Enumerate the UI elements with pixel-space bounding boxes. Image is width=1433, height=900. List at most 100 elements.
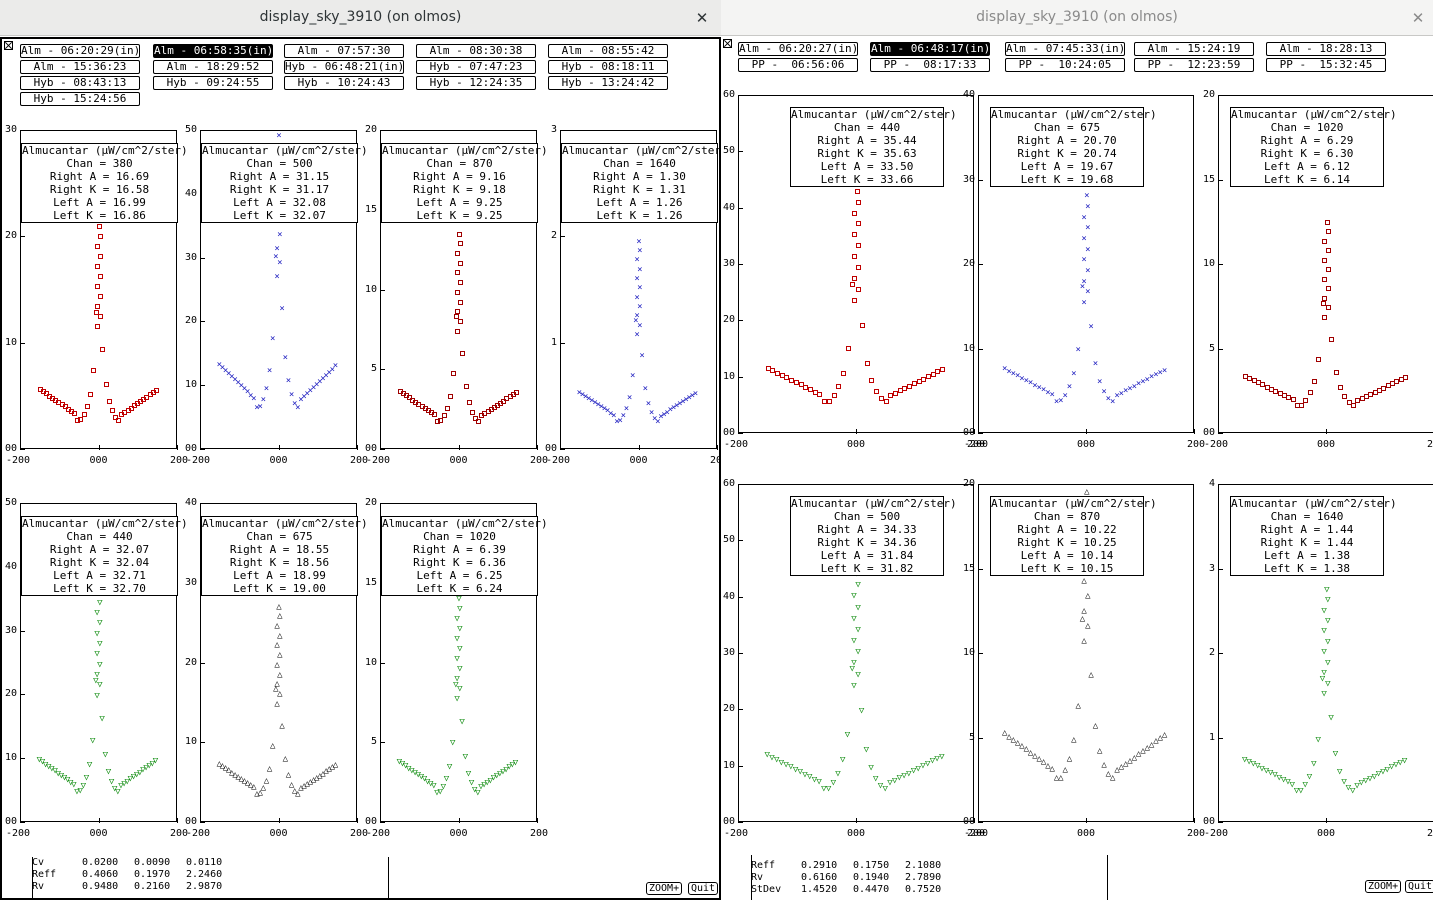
left-data-point: × — [604, 406, 611, 417]
right-data-point: × — [1071, 369, 1077, 380]
left-obs-button[interactable]: Hyb - 10:24:43 — [284, 76, 404, 90]
right-data-point — [1333, 369, 1339, 375]
right-obs-button[interactable]: PP - 08:17:33 — [870, 58, 990, 72]
left-obs-button[interactable]: Alm - 06:20:29(in) — [20, 44, 140, 58]
right-data-point: ▽ — [1242, 754, 1248, 765]
left-close-icon[interactable]: ✕ — [695, 9, 709, 27]
right-data-point: ▽ — [1337, 766, 1343, 777]
left-zoom-button[interactable]: ZOOM+ — [646, 882, 683, 895]
right-info-chan: Chan = 1020 — [1270, 121, 1344, 134]
left-xtick — [560, 445, 561, 450]
right-info-right-k: Right K = 20.74 — [1017, 147, 1117, 160]
right-quit-button[interactable]: Quit — [1405, 880, 1433, 893]
left-obs-button[interactable]: Alm - 06:58:35(in) — [153, 44, 273, 58]
left-stats-name: Rv — [32, 881, 45, 892]
right-ytick — [738, 95, 743, 96]
right-data-point: × — [1148, 372, 1155, 383]
left-data-point: ▽ — [454, 694, 460, 705]
right-obs-button[interactable]: Alm - 06:48:17(in) — [870, 42, 990, 56]
left-obs-button[interactable]: Hyb - 08:43:13 — [20, 76, 140, 90]
right-obs-button[interactable]: Alm - 15:24:19 — [1134, 42, 1254, 56]
left-data-point: △ — [274, 621, 280, 632]
left-obs-button[interactable]: Hyb - 13:24:42 — [548, 76, 668, 90]
left-data-point: × — [670, 403, 677, 414]
right-close-icon[interactable]: ✕ — [1411, 9, 1425, 27]
left-data-point: ▽ — [133, 769, 140, 780]
left-obs-button[interactable]: Hyb - 15:24:56 — [20, 92, 140, 106]
left-obs-button[interactable]: Hyb - 07:47:23 — [416, 60, 536, 74]
left-quit-button[interactable]: Quit — [688, 882, 719, 895]
left-titlebar[interactable]: display_sky_3910 (on olmos) ✕ — [0, 0, 721, 36]
left-data-point: △ — [274, 640, 280, 651]
right-menu-toggle-icon[interactable] — [723, 39, 732, 48]
right-obs-button[interactable]: Alm - 18:28:13 — [1266, 42, 1386, 56]
right-info-chan: Chan = 870 — [1033, 510, 1101, 523]
left-data-point: △ — [279, 720, 285, 731]
left-ytick-label: 10 — [364, 283, 377, 295]
right-data-point: ▽ — [764, 750, 770, 761]
left-info-right-a: Right A = 16.69 — [49, 170, 150, 183]
right-data-point: ▽ — [778, 757, 785, 768]
right-xtick-label: 200 — [1426, 828, 1433, 839]
left-info-left-a: Left A = 9.25 — [416, 196, 503, 209]
right-ytick-label: 10 — [722, 759, 735, 771]
left-obs-button[interactable]: Hyb - 06:48:21(in) — [284, 60, 404, 74]
left-menu-toggle-icon[interactable] — [4, 41, 13, 50]
left-data-point — [444, 405, 450, 411]
right-data-point: ▽ — [855, 602, 861, 613]
right-info-heading: Almucantar (µW/cm^2/ster) — [791, 108, 957, 121]
right-data-point: ▽ — [1341, 776, 1347, 787]
left-info-chan: Chan = 440 — [66, 530, 133, 543]
left-obs-button[interactable]: Alm - 08:30:38 — [416, 44, 536, 58]
left-data-point: △ — [277, 650, 283, 661]
right-obs-button[interactable]: PP - 10:24:05 — [1005, 58, 1125, 72]
left-data-point — [454, 314, 460, 320]
left-data-point: × — [222, 366, 229, 377]
right-ytick — [738, 207, 743, 209]
right-ytick-label: 60 — [722, 89, 735, 100]
right-ytick-label: 5 — [968, 731, 975, 743]
left-window: display_sky_3910 (on olmos) ✕ Alm - 06:2… — [0, 0, 721, 900]
left-data-point — [451, 371, 456, 377]
right-data-point: ▽ — [1401, 755, 1408, 766]
left-data-point: × — [589, 396, 595, 407]
left-data-point: ▽ — [64, 775, 71, 786]
left-data-point: △ — [291, 785, 298, 796]
left-xtick-label: 000 — [89, 455, 108, 466]
left-xtick-label: 200 — [709, 455, 719, 466]
left-obs-button[interactable]: Hyb - 09:24:55 — [153, 76, 273, 90]
right-data-point — [859, 322, 865, 328]
left-obs-button[interactable]: Hyb - 08:18:11 — [548, 60, 668, 74]
right-data-point: ▽ — [1267, 768, 1274, 779]
right-data-point: △ — [1088, 669, 1094, 680]
right-obs-button[interactable]: Alm - 06:20:27(in) — [738, 42, 858, 56]
right-zoom-button[interactable]: ZOOM+ — [1365, 880, 1402, 893]
right-info-right-a: Right A = 35.44 — [817, 134, 917, 147]
right-stats-value: 0.4470 — [853, 884, 890, 895]
left-data-point: × — [620, 411, 626, 422]
left-data-point: △ — [277, 688, 283, 699]
left-data-point: ▽ — [457, 643, 463, 654]
right-data-point: ▽ — [1276, 772, 1282, 783]
right-obs-button[interactable]: PP - 06:56:06 — [738, 58, 858, 72]
left-obs-button[interactable]: Alm - 18:29:52 — [153, 60, 273, 74]
left-obs-button[interactable]: Hyb - 12:24:35 — [416, 76, 536, 90]
right-data-point — [940, 367, 946, 373]
left-data-point — [95, 263, 101, 269]
left-obs-button[interactable]: Alm - 07:57:30 — [284, 44, 404, 58]
left-data-point: × — [320, 373, 326, 384]
left-data-point: ▽ — [475, 787, 481, 798]
right-data-point: × — [1140, 377, 1146, 388]
right-obs-button[interactable]: PP - 15:32:45 — [1266, 58, 1386, 72]
right-ytick-label: 20 — [962, 258, 975, 269]
left-obs-button[interactable]: Alm - 15:36:23 — [20, 60, 140, 74]
right-obs-button[interactable]: PP - 12:23:59 — [1134, 58, 1254, 72]
left-data-point: × — [274, 243, 280, 254]
right-data-point: × — [1122, 386, 1129, 397]
left-data-point: ▽ — [94, 607, 100, 618]
right-obs-button[interactable]: Alm - 07:45:33(in) — [1005, 42, 1125, 56]
right-xtick-label: 000 — [1316, 828, 1336, 839]
right-titlebar[interactable]: display_sky_3910 (on olmos) ✕ — [721, 0, 1433, 36]
right-data-point — [852, 275, 858, 281]
left-obs-button[interactable]: Alm - 08:55:42 — [548, 44, 668, 58]
